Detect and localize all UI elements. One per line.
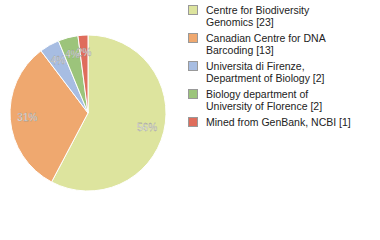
svg-text:2%: 2%: [77, 47, 92, 58]
svg-text:4%: 4%: [65, 48, 80, 60]
html-text:Mined from GenBank, NCBI [1]: Mined from GenBank, NCBI [1]: [206, 116, 351, 128]
svg-text:31%: 31%: [17, 112, 37, 123]
html-text:Biology department of Universi: Biology department of University of Flor…: [206, 88, 323, 112]
html-text:Centre for Biodiversity Genomi: Centre for Biodiversity Genomics [23]: [206, 4, 310, 28]
html-text:Canadian Centre for DNA Barcod: Canadian Centre for DNA Barcoding [13]: [206, 32, 326, 56]
html-text:Universita di Firenze, Departm: Universita di Firenze, Department of Bio…: [206, 60, 325, 84]
svg-text:56%: 56%: [137, 122, 157, 133]
svg-text:4%: 4%: [51, 55, 66, 66]
